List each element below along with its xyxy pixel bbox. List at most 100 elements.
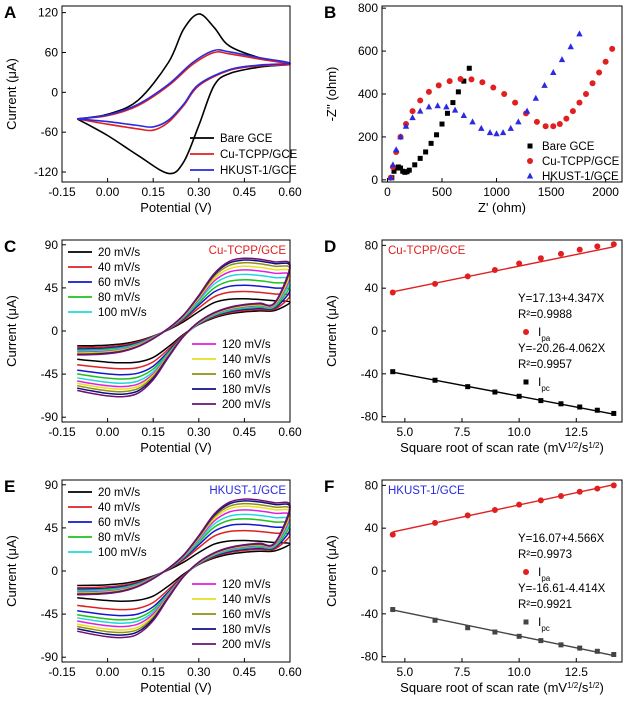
data-point-ipa: [464, 512, 471, 519]
data-point-ipa: [557, 250, 564, 257]
x-tick-label: 0.15: [142, 185, 166, 199]
x-axis-label: Square root of scan rate (mV1/2/s1/2): [400, 680, 604, 695]
eis-point: [532, 94, 540, 101]
legend-label: Cu-TCPP/GCE: [220, 149, 298, 161]
x-axis-label: Square root of scan rate (mV1/2/s1/2): [400, 440, 604, 455]
data-point-ipc: [492, 389, 498, 395]
panel-A: -0.15 0.00 0.15 0.30 0.45 0.60 -120 -60 0 60 120 A P…: [4, 3, 302, 215]
data-point-ipa: [537, 255, 544, 262]
eis-point: [416, 107, 424, 114]
eis-point: [412, 162, 418, 168]
data-point-ipa: [576, 488, 583, 495]
x-tick-label: 2000: [592, 185, 619, 199]
data-point-ipa: [432, 519, 439, 526]
data-point-ipa: [594, 485, 601, 492]
legend-label: 120 mV/s: [222, 339, 271, 351]
legend-label-ipc: Ipc: [538, 375, 550, 393]
data-point-ipa: [594, 243, 601, 250]
eis-point: [596, 69, 603, 76]
legend-marker: [523, 379, 529, 385]
eis-point: [455, 89, 461, 95]
eis-point: [469, 118, 476, 125]
eis-point: [443, 103, 450, 110]
data-point-ipc: [390, 607, 396, 613]
data-point-ipc: [492, 629, 498, 635]
legend-label: 200 mV/s: [222, 639, 271, 651]
legend-label: HKUST-1/GCE: [542, 171, 619, 183]
y-axis-label: Current (μA): [4, 58, 19, 130]
legend-label: 200 mV/s: [222, 399, 271, 411]
data-point-ipc: [432, 377, 438, 383]
panel-D: 5.0 7.5 10.0 12.5 -80 -40 0 40 80 D Square root of…: [324, 237, 623, 455]
x-tick-label: 0.60: [278, 425, 302, 439]
eis-point: [428, 140, 434, 146]
legend-label: 140 mV/s: [222, 594, 271, 606]
eis-point: [461, 78, 467, 84]
legend-marker: [527, 158, 533, 164]
eis-point: [576, 30, 583, 37]
eis-point: [569, 108, 576, 115]
legend-label-ipc: Ipc: [538, 615, 550, 633]
y-axis-label: Current (μA): [4, 295, 19, 367]
fit-r2-ipa: R²=0.9973: [518, 549, 572, 561]
data-point-ipa: [491, 266, 498, 273]
eis-point: [533, 118, 540, 125]
legend-label: Bare GCE: [220, 133, 273, 145]
eis-point: [468, 76, 475, 83]
x-tick-label: -0.15: [48, 185, 76, 199]
data-point-ipc: [432, 617, 438, 623]
x-tick-label: 0.15: [142, 665, 166, 679]
y-axis-label: Current (μA): [324, 295, 339, 367]
legend-label-ipa: Ipa: [538, 325, 551, 343]
legend-label: 20 mV/s: [98, 487, 140, 499]
fit-line-ipa: [392, 246, 614, 293]
legend-marker: [523, 619, 529, 625]
eis-point: [499, 129, 507, 136]
panel-label: E: [4, 477, 15, 496]
eis-point: [451, 106, 459, 113]
eis-point: [460, 111, 468, 118]
eis-point: [583, 91, 589, 97]
inset-title: HKUST-1/GCE: [209, 485, 286, 497]
y-tick-label: 45: [45, 521, 59, 535]
y-tick-label: 80: [365, 238, 379, 252]
y-tick-label: 0: [51, 564, 58, 578]
legend-label: 60 mV/s: [98, 277, 140, 289]
y-tick-label: -60: [41, 125, 59, 139]
x-axis-label: Z' (ohm): [478, 200, 526, 215]
x-tick-label: 5.0: [397, 665, 414, 679]
y-tick-label: -120: [34, 165, 58, 179]
legend-label: 40 mV/s: [98, 502, 140, 514]
x-tick-label: 10.0: [507, 425, 531, 439]
panel-E: -0.15 0.00 0.15 0.30 0.45 0.60 -90 -45 0 45 90 E Pot…: [4, 477, 302, 695]
fit-equation-ipa: Y=16.07+4.566X: [518, 533, 605, 545]
y-tick-label: 0: [371, 564, 378, 578]
y-axis-label: Current (μA): [4, 535, 19, 607]
eis-point: [609, 45, 616, 52]
y-tick-label: 0: [51, 324, 58, 338]
fit-equation-ipc: Y=-16.61-4.414X: [518, 583, 606, 595]
inset-title: Cu-TCPP/GCE: [209, 245, 287, 257]
data-point-ipc: [516, 633, 522, 639]
legend-marker: [527, 143, 533, 149]
data-point-ipa: [610, 482, 617, 489]
legend-label: Cu-TCPP/GCE: [542, 156, 620, 168]
panel-label: A: [4, 3, 16, 22]
y-tick-label: -90: [41, 650, 59, 664]
eis-point: [550, 123, 557, 130]
y-tick-label: 0: [371, 324, 378, 338]
eis-point: [425, 103, 433, 110]
x-axis-label: Potential (V): [140, 200, 212, 215]
y-tick-label: 45: [45, 281, 59, 295]
y-tick-label: -40: [361, 607, 379, 621]
legend-label: 160 mV/s: [222, 369, 271, 381]
eis-point: [446, 78, 453, 85]
panel-label: C: [4, 237, 16, 256]
y-tick-label: 90: [45, 238, 59, 252]
y-tick-label: 40: [365, 521, 379, 535]
y-axis-label: -Z'' (ohm): [324, 67, 339, 122]
x-tick-label: 7.5: [454, 665, 471, 679]
data-point-ipc: [538, 638, 544, 644]
x-tick-label: 0.60: [278, 665, 302, 679]
eis-point: [567, 43, 574, 50]
